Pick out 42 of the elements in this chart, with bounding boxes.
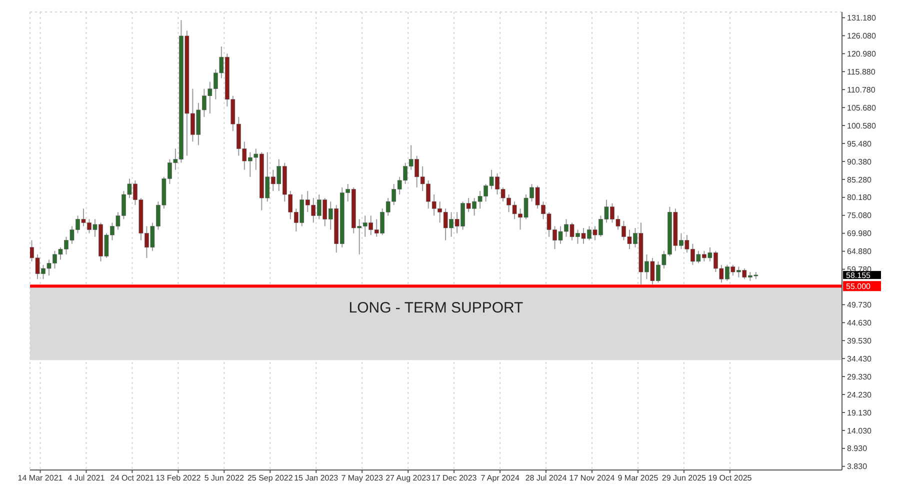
y-tick-label: 90.380 xyxy=(847,157,872,166)
y-tick-label: 64.880 xyxy=(847,247,872,256)
x-tick-label: 19 Oct 2025 xyxy=(708,474,752,483)
y-tick-label: 126.080 xyxy=(847,32,876,41)
band-label: LONG - TERM SUPPORT xyxy=(348,300,524,317)
x-tick-label: 15 Jan 2023 xyxy=(294,474,339,483)
y-tick-label: 3.830 xyxy=(847,462,868,472)
y-tick-label: 69.980 xyxy=(847,229,872,238)
y-tick-label: 39.530 xyxy=(847,336,872,346)
x-tick-label: 25 Sep 2022 xyxy=(247,474,294,483)
y-tick-label: 75.080 xyxy=(847,211,872,220)
x-tick-label: 28 Jul 2024 xyxy=(525,474,568,483)
y-tick-label: 19.130 xyxy=(847,408,872,418)
x-tick-label: 24 Oct 2021 xyxy=(110,474,155,483)
y-tick-label: 100.580 xyxy=(847,121,876,130)
x-tick-label: 5 Jun 2022 xyxy=(204,474,245,483)
y-tick-label: 131.180 xyxy=(847,14,876,23)
x-tick-label: 17 Nov 2024 xyxy=(569,474,616,483)
x-tick-label: 17 Dec 2023 xyxy=(431,474,478,483)
y-tick-label: 29.330 xyxy=(847,372,872,382)
y-tick-label: 49.730 xyxy=(847,300,872,310)
y-tick-label: 80.180 xyxy=(847,193,872,202)
x-tick-label: 14 Mar 2021 xyxy=(18,474,64,483)
y-tick-label: 85.280 xyxy=(847,175,872,184)
y-tick-label: 120.980 xyxy=(847,49,876,58)
y-tick-label: 8.930 xyxy=(847,444,868,454)
y-tick-label: 44.630 xyxy=(847,318,872,328)
y-tick-label: 34.430 xyxy=(847,354,872,364)
y-tick-label: 115.880 xyxy=(847,67,876,76)
y-tick-label: 24.230 xyxy=(847,390,872,400)
x-tick-label: 4 Jul 2021 xyxy=(68,474,106,483)
y-tick-label: 105.680 xyxy=(847,103,876,112)
x-tick-label: 9 Mar 2025 xyxy=(618,474,659,483)
y-tick-label: 95.480 xyxy=(847,139,872,148)
ref-line-label: 55.000 xyxy=(846,282,872,292)
x-tick-label: 7 May 2023 xyxy=(341,474,384,483)
x-tick-label: 27 Aug 2023 xyxy=(386,474,432,483)
x-tick-label: 29 Jun 2025 xyxy=(662,474,707,483)
x-tick-label: 7 Apr 2024 xyxy=(480,474,520,483)
y-tick-label: 14.030 xyxy=(847,426,872,436)
y-tick-label: 110.780 xyxy=(847,85,876,94)
x-tick-label: 13 Feb 2022 xyxy=(156,474,202,483)
